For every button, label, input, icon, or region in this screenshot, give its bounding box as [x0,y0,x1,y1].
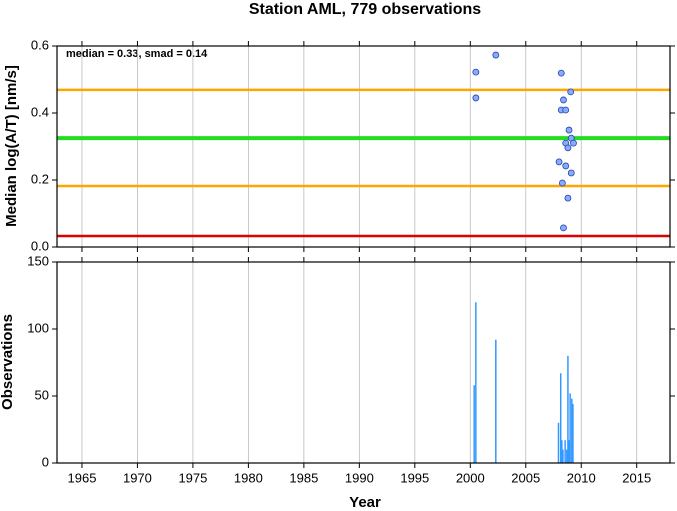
y-tick-label: 50 [35,387,49,402]
point [557,69,565,77]
y-tick-label: 0 [42,454,49,469]
y-axis-label: Median log(A/T) [nm/s] [3,65,20,227]
point [472,68,480,76]
y-tick-label: 0.4 [31,104,49,119]
point [560,224,567,232]
point [565,126,573,134]
y-tick-label: 0.2 [31,171,49,186]
point [564,194,572,202]
x-tick-label: 1980 [234,470,263,485]
point [555,158,563,166]
point [567,88,575,96]
point [472,94,480,102]
x-tick-label: 1985 [289,470,318,485]
point [567,169,575,177]
x-axis-label: Year [349,494,381,511]
y-tick-label: 100 [27,320,49,335]
y-tick-label: 0.6 [31,37,49,52]
point [558,179,566,187]
x-tick-label: 2010 [567,470,596,485]
point [562,162,570,170]
y-axis-label: Observations [0,314,16,410]
plot-frame [56,45,671,248]
x-tick-label: 1995 [400,470,429,485]
point [570,139,577,147]
x-tick-label: 1975 [178,470,207,485]
plot-frame [56,261,671,464]
x-tick-label: 2000 [456,470,485,485]
x-tick-label: 1965 [68,470,97,485]
x-tick-label: 2005 [511,470,540,485]
x-tick-label: 1990 [345,470,374,485]
x-tick-label: 1970 [123,470,152,485]
point [564,144,572,152]
x-tick-label: 2015 [622,470,651,485]
chart-title: Station AML, 779 observations [249,1,481,18]
point [560,96,567,104]
y-tick-label: 150 [27,253,49,268]
point [492,51,500,59]
point [562,106,570,114]
y-tick-label: 0.0 [31,238,49,253]
